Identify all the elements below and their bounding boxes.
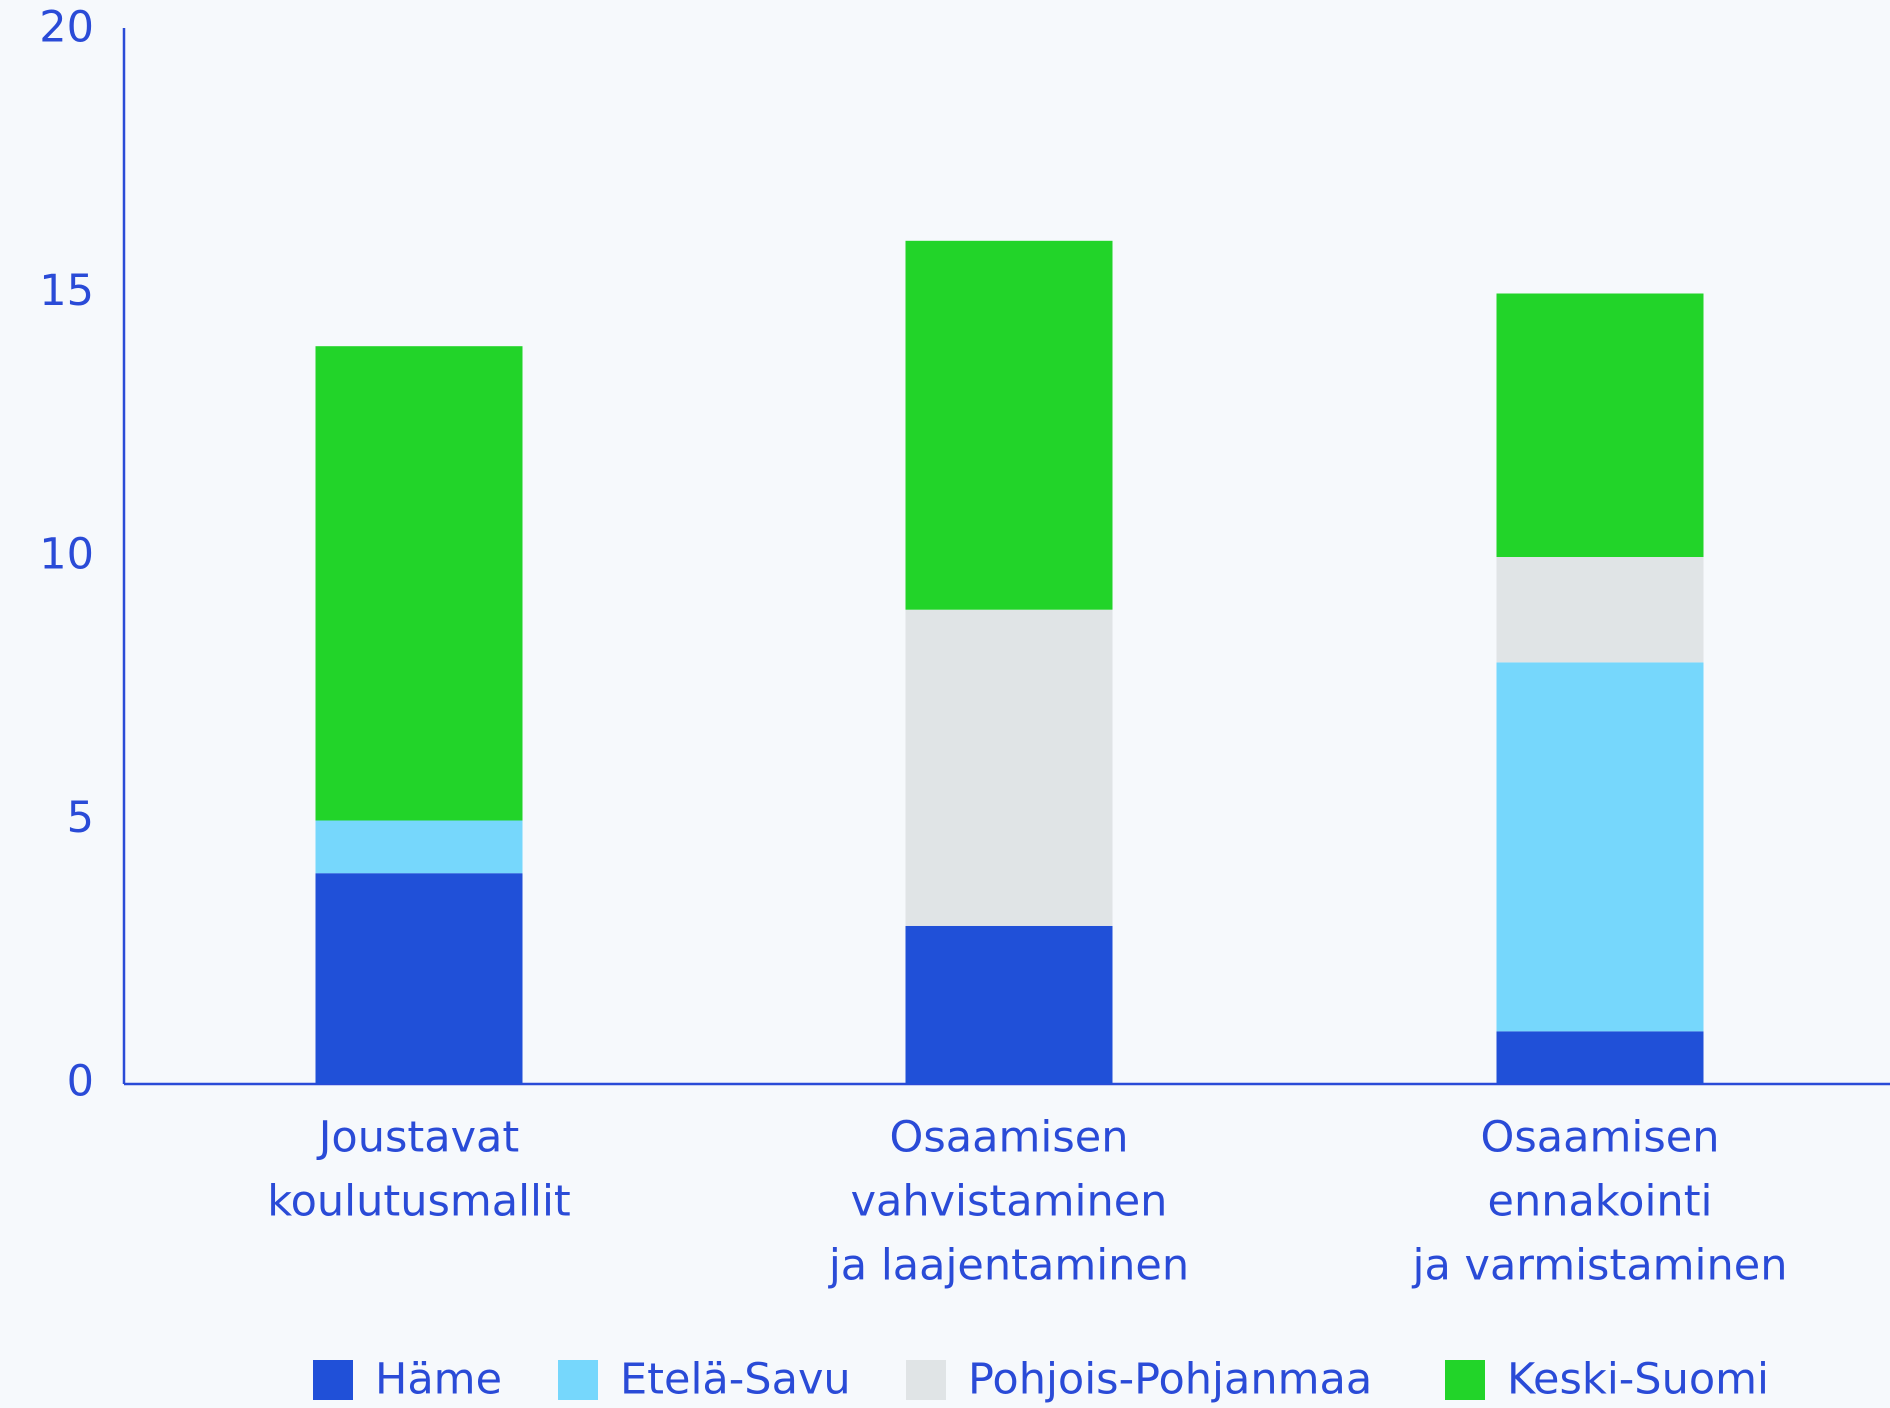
x-tick-label: ennakointi <box>1488 1177 1713 1227</box>
y-tick-label: 5 <box>67 793 94 843</box>
bar-segment <box>905 925 1113 1084</box>
bar-segment <box>1496 293 1704 557</box>
x-tick-label: Osaamisen <box>1481 1113 1720 1163</box>
y-tick-label: 20 <box>39 3 94 53</box>
x-tick-label: ja laajentaminen <box>828 1241 1189 1291</box>
bar-segment <box>315 873 523 1084</box>
bar-segment <box>905 240 1113 610</box>
bar-segment <box>1496 1031 1704 1084</box>
x-tick-label: vahvistaminen <box>851 1177 1168 1227</box>
legend-label: Etelä-Savu <box>620 1355 851 1405</box>
bar-segment <box>1496 557 1704 663</box>
legend-swatch <box>313 1360 353 1400</box>
y-tick-label: 0 <box>67 1057 94 1107</box>
legend-label: Häme <box>375 1355 502 1405</box>
legend-swatch <box>558 1360 598 1400</box>
legend-label: Keski-Suomi <box>1507 1355 1769 1405</box>
legend-swatch <box>906 1360 946 1400</box>
bar-segment <box>315 346 523 821</box>
x-tick-label: Joustavat <box>316 1113 520 1163</box>
y-tick-label: 15 <box>39 266 94 316</box>
bar-segment <box>905 609 1113 926</box>
x-tick-label: ja varmistaminen <box>1412 1241 1788 1291</box>
bar-segment <box>315 820 523 874</box>
y-tick-label: 10 <box>39 530 94 580</box>
legend-label: Pohjois-Pohjanmaa <box>968 1355 1372 1405</box>
x-tick-label: koulutusmallit <box>267 1177 571 1227</box>
bar-segment <box>1496 662 1704 1032</box>
legend-swatch <box>1445 1360 1485 1400</box>
x-tick-label: Osaamisen <box>890 1113 1129 1163</box>
